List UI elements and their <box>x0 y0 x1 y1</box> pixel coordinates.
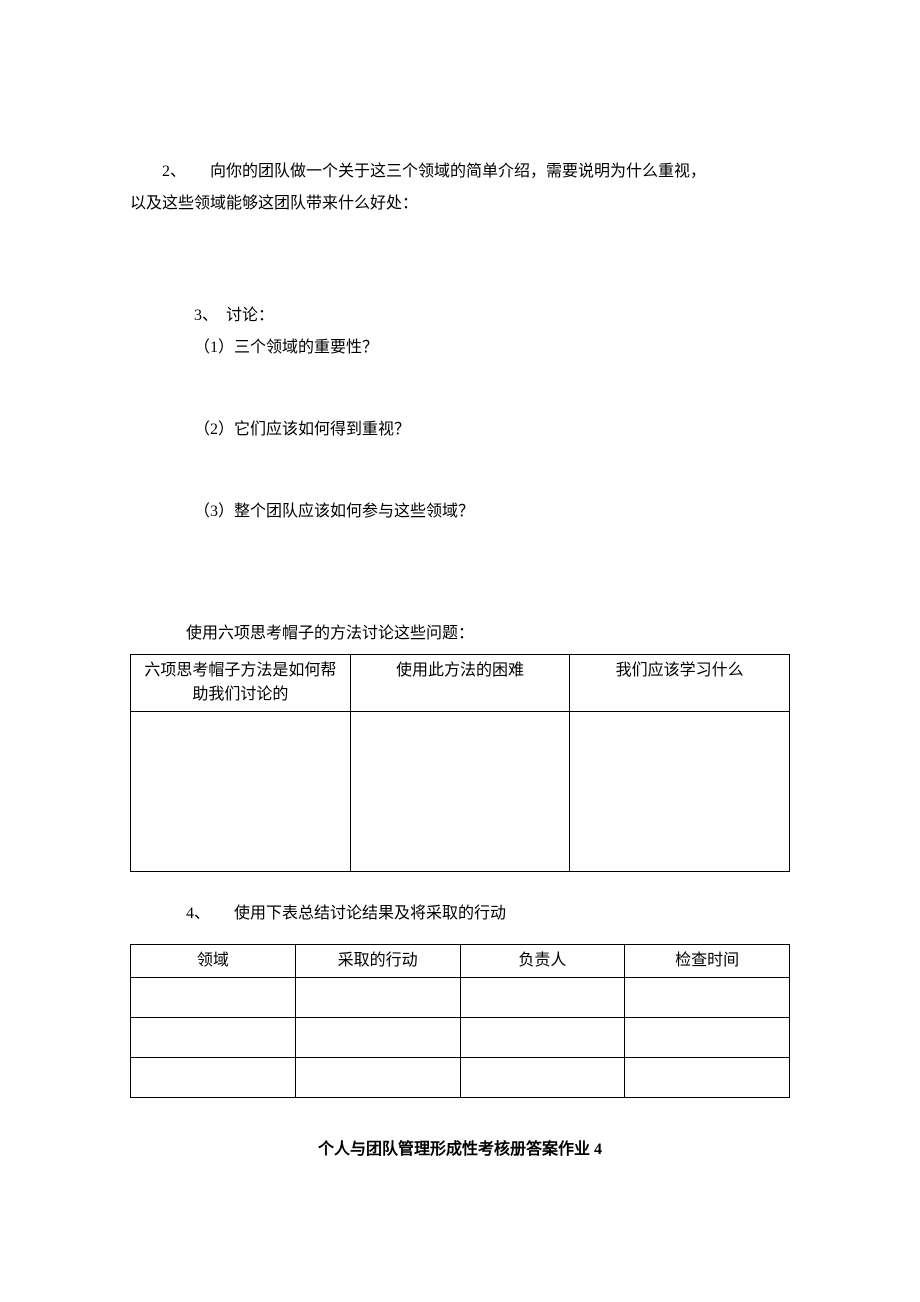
document-page: 2、 向你的团队做一个关于这三个领域的简单介绍，需要说明为什么重视， 以及这些领… <box>0 0 920 1302</box>
spacer <box>130 450 790 500</box>
q3-sub2: （2）它们应该如何得到重视？ <box>130 418 790 442</box>
hats-cell <box>350 712 570 872</box>
hats-cell <box>131 712 351 872</box>
q4-heading: 4、 使用下表总结讨论结果及将采取的行动 <box>130 902 790 926</box>
actions-cell <box>131 1058 296 1098</box>
actions-col3-header: 负责人 <box>460 945 625 978</box>
spacer <box>130 872 790 902</box>
actions-cell <box>460 978 625 1018</box>
hats-intro: 使用六项思考帽子的方法讨论这些问题： <box>130 622 790 646</box>
actions-col4-header: 检查时间 <box>625 945 790 978</box>
actions-cell <box>131 1018 296 1058</box>
actions-cell <box>625 978 790 1018</box>
actions-cell <box>460 1018 625 1058</box>
table-row <box>131 1018 790 1058</box>
actions-cell <box>131 978 296 1018</box>
actions-col1-header: 领域 <box>131 945 296 978</box>
q3-heading: 3、 讨论： <box>130 304 790 328</box>
actions-cell <box>295 1018 460 1058</box>
table-row <box>131 1058 790 1098</box>
spacer <box>130 368 790 418</box>
actions-cell <box>295 1058 460 1098</box>
document-footer-title: 个人与团队管理形成性考核册答案作业 4 <box>130 1138 790 1162</box>
hats-col3-header: 我们应该学习什么 <box>570 655 790 712</box>
hats-col2-header: 使用此方法的困难 <box>350 655 570 712</box>
actions-cell <box>295 978 460 1018</box>
table-row <box>131 978 790 1018</box>
hats-cell <box>570 712 790 872</box>
hats-table: 六项思考帽子方法是如何帮助我们讨论的 使用此方法的困难 我们应该学习什么 <box>130 654 790 872</box>
q2-line2: 以及这些领域能够这团队带来什么好处： <box>130 192 790 216</box>
actions-cell <box>460 1058 625 1098</box>
table-header-row: 六项思考帽子方法是如何帮助我们讨论的 使用此方法的困难 我们应该学习什么 <box>131 655 790 712</box>
q2-line1: 2、 向你的团队做一个关于这三个领域的简单介绍，需要说明为什么重视， <box>130 160 790 184</box>
table-header-row: 领域 采取的行动 负责人 检查时间 <box>131 945 790 978</box>
spacer <box>130 224 790 304</box>
q3-sub1: （1）三个领域的重要性？ <box>130 336 790 360</box>
actions-cell <box>625 1018 790 1058</box>
spacer <box>130 532 790 622</box>
q3-sub3: （3）整个团队应该如何参与这些领域？ <box>130 500 790 524</box>
table-row <box>131 712 790 872</box>
actions-col2-header: 采取的行动 <box>295 945 460 978</box>
actions-cell <box>625 1058 790 1098</box>
hats-col1-header: 六项思考帽子方法是如何帮助我们讨论的 <box>131 655 351 712</box>
actions-table: 领域 采取的行动 负责人 检查时间 <box>130 944 790 1098</box>
